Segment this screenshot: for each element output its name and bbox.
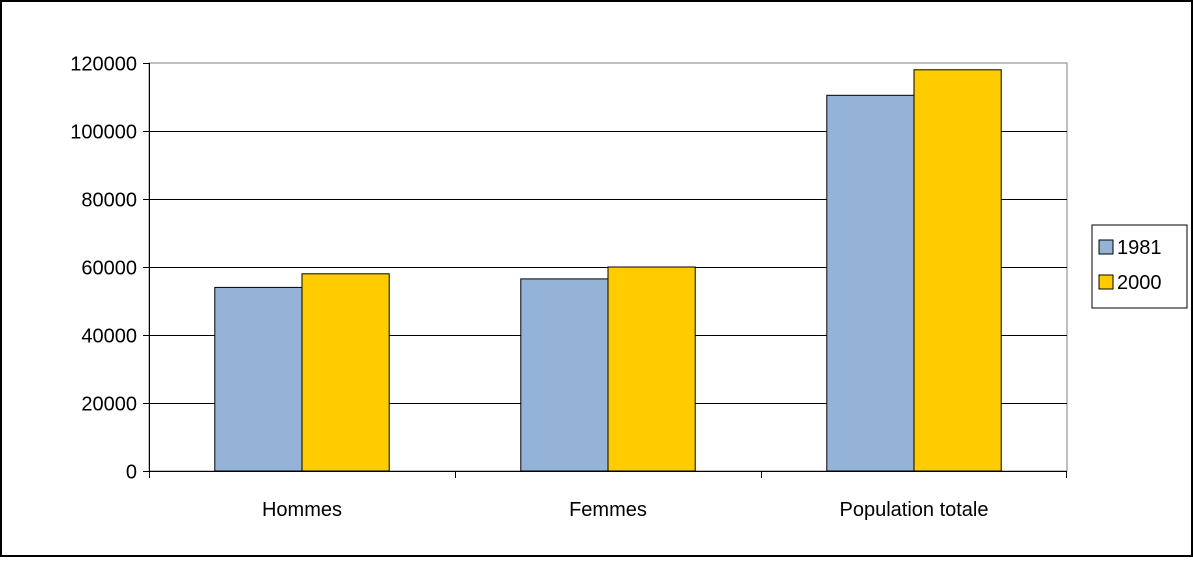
y-tick-label: 40000: [81, 326, 137, 348]
bar-2000-1: [607, 266, 696, 472]
bar-1981-0: [214, 286, 303, 472]
legend-label-1981: 1981: [1117, 237, 1162, 259]
x-category-label: Hommes: [262, 499, 342, 521]
x-category-label: Femmes: [569, 499, 647, 521]
y-tick-label: 100000: [70, 122, 137, 144]
legend-box: [1091, 224, 1188, 309]
bar-2000-2: [913, 69, 1002, 472]
y-tick-label: 80000: [81, 190, 137, 212]
legend: 1981 2000: [1091, 224, 1188, 309]
y-tick-label: 20000: [81, 394, 137, 416]
bar-1981-1: [520, 278, 609, 472]
legend-swatch-2000: [1098, 274, 1114, 290]
x-category-label: Population totale: [839, 499, 988, 521]
y-tick-label: 60000: [81, 258, 137, 280]
legend-label-2000: 2000: [1117, 272, 1162, 294]
legend-swatch-1981: [1098, 239, 1114, 255]
bar-2000-0: [301, 273, 390, 472]
y-tick-label: 120000: [70, 54, 137, 76]
bars: [214, 69, 1002, 472]
bar-1981-2: [826, 94, 915, 472]
y-tick-label: 0: [126, 462, 137, 484]
axes: 0 20000 40000 60000 80000 100000 120000 Hommes F…: [70, 54, 1067, 521]
